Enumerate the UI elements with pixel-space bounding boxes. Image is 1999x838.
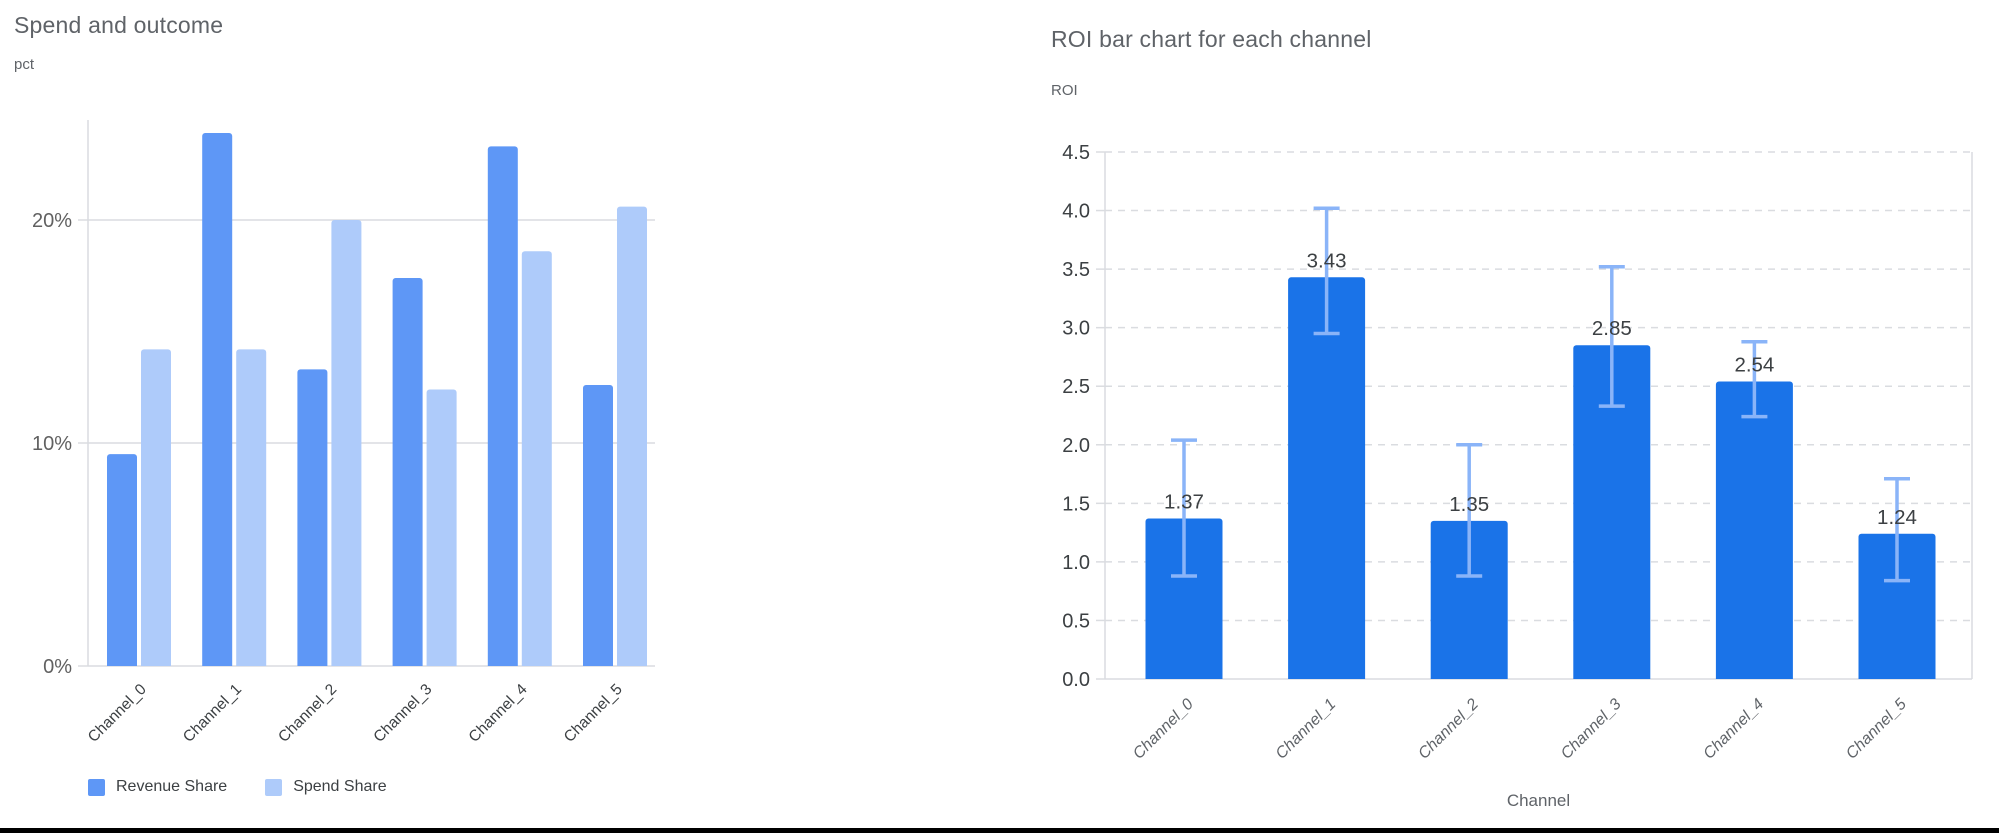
error-bar-channel_1: [1313, 206, 1340, 336]
roi-chart-title: ROI bar chart for each channel: [1051, 26, 1372, 52]
bar-spend-share-channel_2[interactable]: [331, 220, 362, 670]
spend-outcome-grouped-bar-chart: 0% 10% 20% Channel_0 Channel_1 Channel_2 Chann…: [32, 120, 655, 746]
y-tick-label-10%: 10%: [32, 433, 72, 455]
error-bar-channel_2: [1456, 443, 1483, 578]
x-category-label-channel_1: Channel_1: [180, 681, 245, 746]
bars-group: [1145, 277, 1936, 683]
bar-revenue-share-channel_2[interactable]: [297, 369, 328, 670]
bar-value-label-channel_2: 1.35: [1449, 493, 1489, 516]
spend-outcome-y-axis-unit-label: pct: [14, 56, 35, 73]
y-tick-label-4.5: 4.5: [1062, 142, 1090, 164]
bar-value-label-channel_4: 2.54: [1734, 354, 1774, 377]
bar-revenue-share-channel_0[interactable]: [107, 454, 137, 670]
x-category-label-channel_2: Channel_2: [275, 681, 340, 746]
bar-roi-channel_0[interactable]: [1145, 518, 1223, 683]
bar-value-label-channel_5: 1.24: [1877, 506, 1917, 529]
error-bar-channel_0: [1171, 438, 1197, 578]
y-tick-label-1.0: 1.0: [1062, 552, 1090, 574]
y-tick-label-0.0: 0.0: [1062, 669, 1090, 691]
y-tick-label-2.5: 2.5: [1062, 376, 1090, 398]
bar-spend-share-channel_0[interactable]: [141, 349, 171, 670]
x-category-label-channel_3: Channel_3: [370, 681, 435, 746]
x-category-label-channel_5: Channel_5: [561, 681, 626, 746]
bar-roi-channel_2[interactable]: [1430, 520, 1508, 683]
x-category-label-channel_4: Channel_4: [466, 681, 531, 746]
bar-roi-channel_1[interactable]: [1288, 277, 1366, 683]
y-tick-label-0%: 0%: [43, 656, 72, 678]
window-bottom-border: [0, 828, 1999, 833]
roi-error-bar-chart: 0.0 0.5 1.0 1.5 2.0 2.5 3.0 3.5 4.0 4.5 1.37 3.43 1.…: [1062, 142, 1973, 763]
spend-outcome-chart-title: Spend and outcome: [14, 12, 224, 38]
legend-item-spend-share[interactable]: Spend Share: [265, 778, 387, 796]
x-category-label-channel_0: Channel_0: [85, 681, 150, 746]
bar-roi-channel_3[interactable]: [1573, 345, 1651, 683]
x-category-label-channel_2: Channel_2: [1415, 696, 1482, 763]
legend-item-revenue-share[interactable]: Revenue Share: [88, 778, 227, 796]
bars-group: [107, 133, 647, 670]
bar-spend-share-channel_5[interactable]: [617, 206, 647, 670]
error-bar-channel_3: [1598, 265, 1625, 408]
x-category-label-channel_4: Channel_4: [1700, 696, 1767, 763]
y-tick-label-20%: 20%: [32, 210, 72, 232]
bar-value-label-channel_3: 2.85: [1592, 317, 1632, 340]
y-tick-label-3.5: 3.5: [1062, 259, 1090, 281]
bar-revenue-share-channel_1[interactable]: [202, 133, 233, 670]
y-tick-label-1.5: 1.5: [1062, 493, 1090, 515]
bar-revenue-share-channel_3[interactable]: [392, 277, 423, 670]
roi-x-axis-title: Channel: [1506, 791, 1571, 810]
spend-share-swatch: [265, 778, 283, 796]
x-category-label-channel_1: Channel_1: [1273, 696, 1340, 763]
bar-value-label-channel_0: 1.37: [1164, 491, 1204, 514]
bar-spend-share-channel_3[interactable]: [426, 389, 457, 670]
spend-outcome-legend: Revenue Share Spend Share: [88, 778, 387, 796]
bar-revenue-share-channel_4[interactable]: [487, 146, 518, 670]
bar-roi-channel_4[interactable]: [1715, 381, 1793, 683]
bar-spend-share-channel_1[interactable]: [236, 349, 267, 670]
y-tick-label-0.5: 0.5: [1062, 610, 1090, 632]
y-tick-label-3.0: 3.0: [1062, 318, 1090, 340]
roi-y-axis-unit-label: ROI: [1051, 82, 1078, 99]
y-tick-label-4.0: 4.0: [1062, 201, 1090, 223]
bar-revenue-share-channel_5[interactable]: [583, 385, 613, 670]
y-tick-label-2.0: 2.0: [1062, 435, 1090, 457]
spend-share-legend-label: Spend Share: [293, 778, 387, 795]
error-bar-channel_5: [1884, 476, 1910, 583]
bar-spend-share-channel_4[interactable]: [521, 251, 552, 670]
bar-roi-channel_5[interactable]: [1858, 533, 1936, 683]
x-category-label-channel_0: Channel_0: [1130, 696, 1197, 763]
bar-value-label-channel_1: 3.43: [1307, 249, 1347, 272]
error-bar-channel_4: [1741, 339, 1768, 419]
revenue-share-swatch: [88, 778, 105, 796]
x-category-label-channel_3: Channel_3: [1558, 696, 1625, 763]
x-category-label-channel_5: Channel_5: [1843, 696, 1910, 763]
revenue-share-legend-label: Revenue Share: [116, 778, 228, 795]
